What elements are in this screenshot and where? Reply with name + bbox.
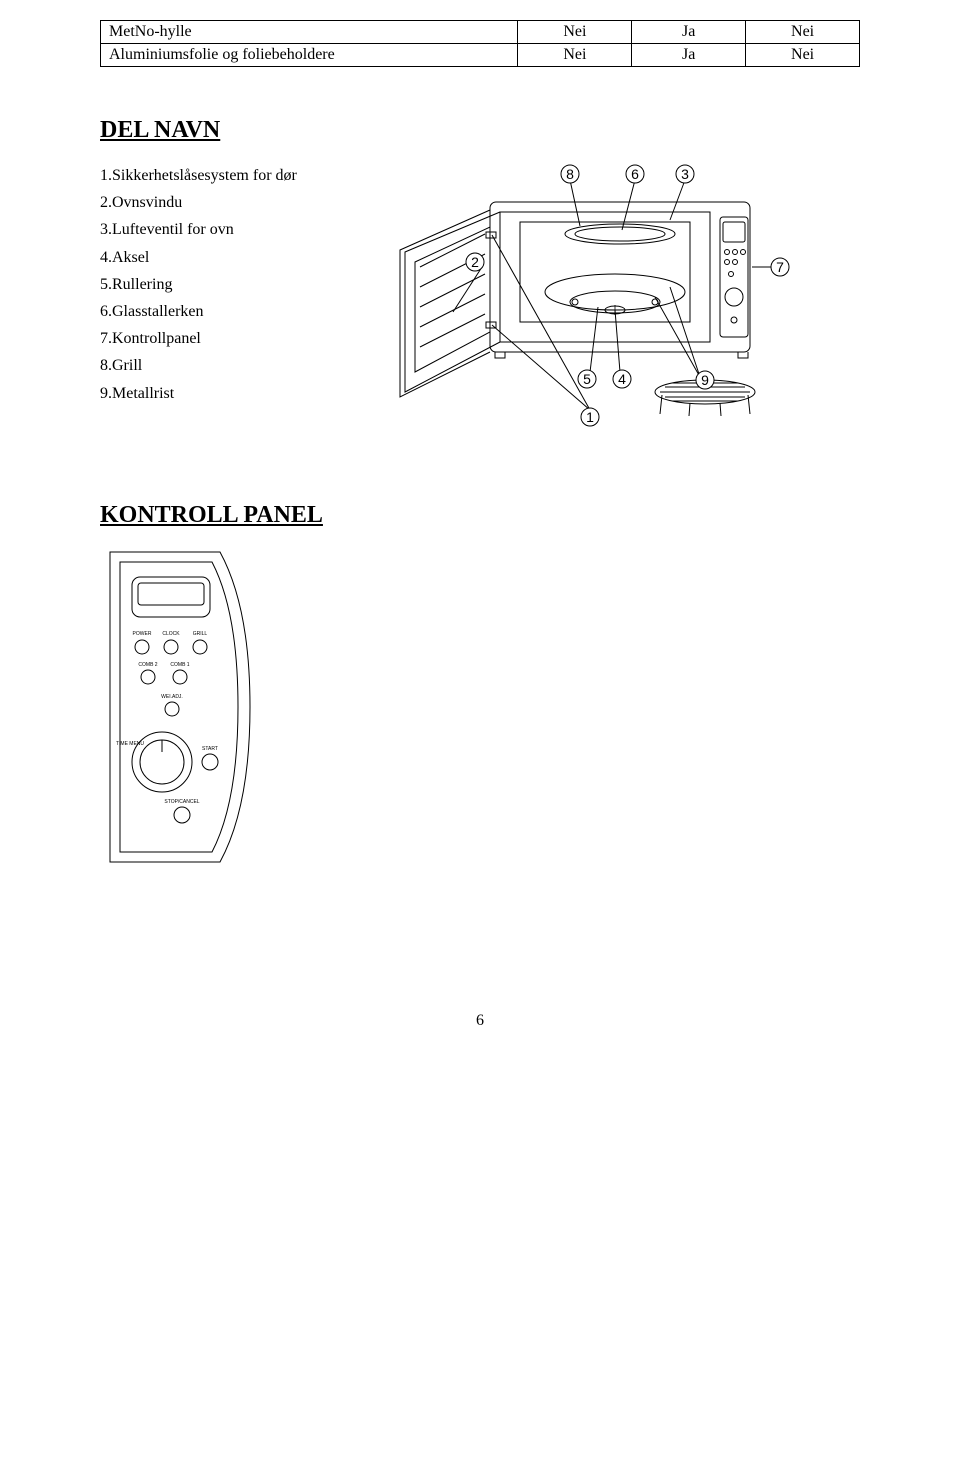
table-cell: Nei [518,44,632,67]
list-item: 6.Glasstallerken [100,298,320,325]
callout-label: 1 [586,409,594,425]
table-cell: Ja [632,44,746,67]
panel-label: STOP/CANCEL [164,799,199,805]
panel-label: CLOCK [162,631,180,637]
list-item: 5.Rullering [100,271,320,298]
panel-label: WEI.ADJ. [161,694,183,700]
callout-label: 7 [776,259,784,275]
list-item: 3.Lufteventil for ovn [100,216,320,243]
panel-label: POWER [133,631,152,637]
callout-label: 9 [701,372,709,388]
page-number: 6 [100,1012,860,1030]
panel-label: GRILL [193,631,208,637]
panel-label: START [202,746,218,752]
list-item: 4.Aksel [100,244,320,271]
list-item: 8.Grill [100,352,320,379]
control-panel-diagram: POWER CLOCK GRILL COMB 2 COMB 1 WEI.ADJ.… [100,547,260,867]
panel-label: COMB 1 [170,662,189,668]
panel-label: COMB 2 [138,662,157,668]
callout-label: 5 [583,371,591,387]
table-cell: Nei [746,21,860,44]
callout-label: 8 [566,166,574,182]
microwave-diagram: 8 6 3 2 7 5 4 9 1 [360,162,790,442]
section-heading-kontroll: KONTROLL PANEL [100,502,860,529]
parts-list: 1.Sikkerhetslåsesystem for dør 2.Ovnsvin… [100,162,320,407]
table-cell: Nei [518,21,632,44]
table-row: Aluminiumsfolie og foliebeholdere Nei Ja… [101,44,860,67]
table-cell: Ja [632,21,746,44]
list-item: 7.Kontrollpanel [100,325,320,352]
section-heading-del-navn: DEL NAVN [100,117,860,144]
table-row: MetNo-hylle Nei Ja Nei [101,21,860,44]
list-item: 2.Ovnsvindu [100,189,320,216]
materials-table: MetNo-hylle Nei Ja Nei Aluminiumsfolie o… [100,20,860,67]
callout-label: 6 [631,166,639,182]
panel-label: TIME MENU [116,741,144,747]
callout-label: 3 [681,166,689,182]
table-cell: Nei [746,44,860,67]
list-item: 9.Metallrist [100,380,320,407]
callout-label: 2 [471,254,479,270]
callout-label: 4 [618,371,626,387]
table-cell: MetNo-hylle [101,21,518,44]
list-item: 1.Sikkerhetslåsesystem for dør [100,162,320,189]
table-cell: Aluminiumsfolie og foliebeholdere [101,44,518,67]
